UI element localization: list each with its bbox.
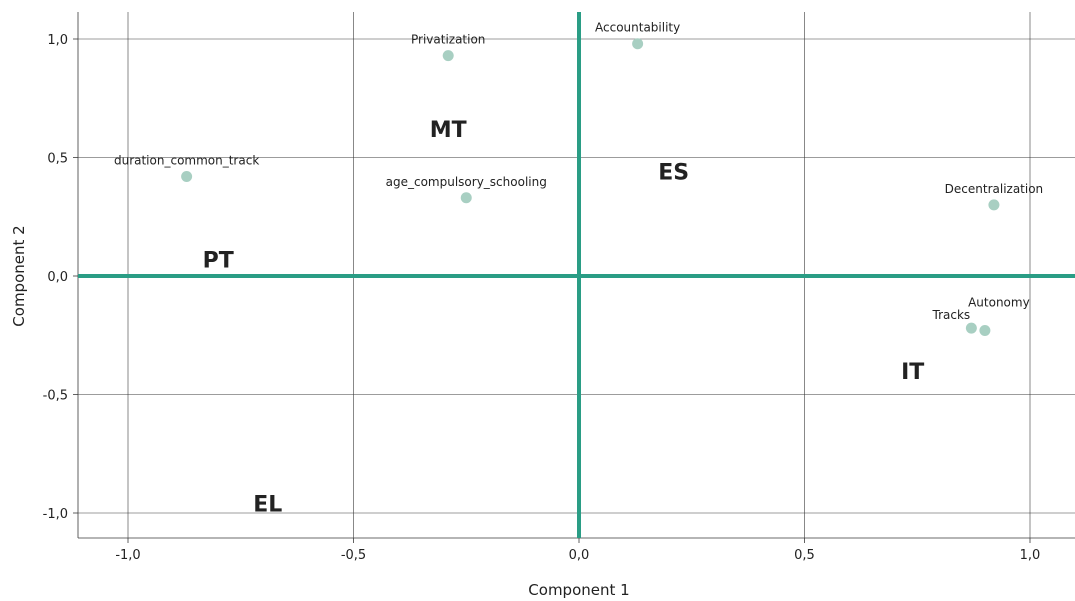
data-point — [988, 199, 1000, 211]
region-labels: MT ES PT IT EL — [203, 118, 925, 517]
point-label: Privatization — [411, 33, 485, 47]
point-label: Decentralization — [945, 182, 1044, 196]
region-label: MT — [430, 118, 467, 143]
point-label: age_compulsory_schooling — [386, 175, 547, 189]
data-point — [181, 170, 193, 182]
y-tick-label: 1,0 — [47, 33, 68, 48]
y-tick-label: 0,0 — [47, 270, 68, 285]
x-tick-labels: -1,0 -0,5 0,0 0,5 1,0 — [115, 548, 1040, 563]
x-tick-label: 0,0 — [569, 548, 590, 563]
point-label: Autonomy — [968, 296, 1030, 310]
x-tick-label: 0,5 — [794, 548, 815, 563]
point-label: Tracks — [932, 308, 971, 322]
y-tick-label: 0,5 — [47, 152, 68, 167]
x-tick-label: -0,5 — [341, 548, 366, 563]
region-label: ES — [658, 161, 689, 186]
point-label: Accountability — [595, 21, 680, 35]
y-tick-labels: -1,0 -0,5 0,0 0,5 1,0 — [43, 33, 68, 522]
x-axis-title: Component 1 — [528, 581, 629, 599]
region-label: EL — [253, 493, 282, 518]
point-labels: Accountability Privatization duration_comm… — [114, 21, 1043, 322]
y-tick-label: -1,0 — [43, 507, 68, 522]
data-point — [460, 192, 472, 204]
y-tick-label: -0,5 — [43, 389, 68, 404]
point-label: duration_common_track — [114, 153, 259, 167]
data-point — [632, 38, 644, 50]
data-points — [181, 38, 1000, 337]
data-point — [979, 325, 991, 337]
region-label: IT — [901, 360, 924, 385]
data-point — [965, 322, 977, 334]
zero-lines — [78, 12, 1075, 538]
x-tick-label: -1,0 — [115, 548, 140, 563]
data-point — [442, 50, 454, 62]
region-label: PT — [203, 248, 234, 273]
x-tick-label: 1,0 — [1020, 548, 1041, 563]
y-axis-title: Component 2 — [10, 225, 28, 326]
